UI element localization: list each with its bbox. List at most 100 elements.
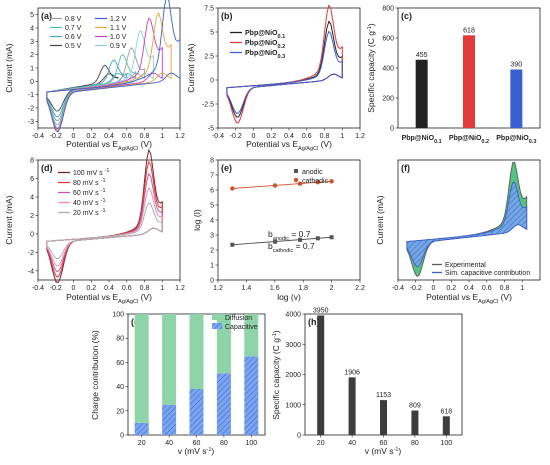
y-tick-label: -3 bbox=[28, 119, 34, 126]
data-point bbox=[230, 242, 235, 247]
legend-label: 40 mV s -1 bbox=[73, 198, 106, 207]
bar bbox=[348, 377, 356, 435]
y-tick-label: 0 bbox=[30, 231, 34, 238]
y-tick-label: 400 bbox=[382, 66, 394, 73]
x-axis-label-part: Potential vs E bbox=[426, 292, 478, 302]
data-point bbox=[329, 235, 334, 240]
y-tick-label: 4 bbox=[30, 194, 34, 201]
bar-diffusion bbox=[189, 314, 204, 390]
x-tick-label: 1 bbox=[160, 133, 164, 140]
x-tick-label: 1.4 bbox=[242, 285, 252, 292]
y-tick-label: 3000 bbox=[285, 342, 301, 349]
x-tick-label: 0 bbox=[432, 285, 436, 292]
x-tick-label: 0.4 bbox=[104, 133, 114, 140]
x-tick-label: 0 bbox=[72, 133, 76, 140]
x-tick-label-part: Pbp@NiO bbox=[496, 135, 529, 142]
y-tick-label: 5 bbox=[30, 12, 34, 19]
bar-diffusion bbox=[216, 314, 231, 374]
y-tick-label: 80 bbox=[116, 336, 124, 343]
y-axis-label-part: Specific capacity (C g bbox=[366, 31, 376, 113]
x-axis-label: v (mV s-1) bbox=[178, 446, 215, 456]
annotation-part: cathodic bbox=[273, 248, 294, 254]
x-tick-label-part: 0.2 bbox=[481, 139, 489, 145]
legend-label-part: -1 bbox=[105, 168, 110, 174]
bar bbox=[415, 59, 428, 128]
annotation-part: b bbox=[268, 241, 273, 251]
data-label: 390 bbox=[510, 62, 522, 69]
y-tick-label: -2 bbox=[28, 250, 34, 257]
x-tick-label: 0 bbox=[72, 285, 76, 292]
bar bbox=[442, 416, 450, 435]
x-tick-label: 0.2 bbox=[86, 285, 96, 292]
x-tick-label: 0.2 bbox=[446, 285, 456, 292]
data-label: 618 bbox=[463, 27, 475, 34]
bar-capacitive bbox=[244, 356, 259, 435]
x-tick-label: 40 bbox=[165, 440, 173, 447]
y-tick-label: 1 bbox=[210, 263, 214, 270]
y-tick-label: 0 bbox=[390, 126, 394, 133]
x-tick-label: 0.6 bbox=[482, 285, 492, 292]
legend-swatch bbox=[212, 314, 222, 320]
panel-a: -0.4 -0.2 0 0.2 0.4 0.6 0.8 1 1.2 -3 -2 -1 0 1 2 3 4 5 (a)… bbox=[4, 0, 185, 152]
x-tick-label: 0 bbox=[252, 133, 256, 140]
annotation-part: anodic bbox=[273, 236, 289, 242]
bar bbox=[463, 35, 475, 128]
x-tick-label: Pbp@NiO0.3 bbox=[496, 135, 536, 145]
annotation-part: = 0.7 bbox=[289, 229, 311, 239]
legend-label: 0.6 V bbox=[65, 34, 82, 41]
x-tick-label: 0.4 bbox=[104, 285, 114, 292]
legend-label-part: 80 mV s bbox=[73, 180, 101, 187]
data-label: 455 bbox=[416, 52, 428, 59]
x-tick-label: 0.2 bbox=[266, 133, 276, 140]
data-label: 809 bbox=[409, 403, 421, 410]
y-axis-label: Current (mA) bbox=[186, 43, 196, 92]
x-tick-label: 0.8 bbox=[140, 285, 150, 292]
bar bbox=[380, 400, 387, 435]
x-tick-label: -0.4 bbox=[32, 133, 44, 140]
x-axis-label-part: (V) bbox=[318, 139, 332, 149]
legend-label: Pbp@NiO0.2 bbox=[245, 40, 285, 50]
y-tick-label: 5 bbox=[210, 30, 214, 37]
x-tick-label: 0.8 bbox=[140, 133, 150, 140]
legend-label: 100 mV s -1 bbox=[73, 168, 109, 177]
legend-label: 1.1 V bbox=[110, 25, 127, 32]
x-tick-label: 20 bbox=[138, 440, 146, 447]
x-tick-label: 0.8 bbox=[500, 285, 510, 292]
y-tick-label: 100 bbox=[112, 312, 124, 319]
annotation: banodic = 0.7 bbox=[268, 229, 311, 242]
data-point bbox=[315, 180, 321, 185]
y-tick-label: 1 bbox=[30, 66, 34, 73]
plot-frame bbox=[37, 159, 181, 281]
legend-label-part: -1 bbox=[101, 188, 106, 194]
fit-line bbox=[232, 236, 332, 246]
bar-capacitive bbox=[189, 389, 204, 435]
legend-swatch bbox=[294, 169, 298, 173]
x-axis-label-part: (V) bbox=[138, 139, 152, 149]
x-axis-label-part: Ag/AgCl bbox=[118, 299, 138, 305]
x-tick-label: 1.8 bbox=[298, 285, 308, 292]
y-axis-label-part: Specific capacity (C g bbox=[271, 338, 281, 420]
x-tick-label: -0.2 bbox=[410, 285, 422, 292]
y-axis-label: Specific capacity (C g-1) bbox=[271, 330, 281, 420]
x-tick-label-part: Pbp@NiO bbox=[402, 135, 435, 142]
x-tick-label: 2 bbox=[330, 285, 334, 292]
x-tick-label: 1 bbox=[520, 285, 524, 292]
series-line bbox=[46, 0, 181, 133]
bar bbox=[411, 410, 419, 435]
x-axis-label: Potential vs EAg/AgCl (V) bbox=[66, 292, 152, 305]
bar-capacitive bbox=[216, 373, 231, 435]
legend-label: 0.5 V bbox=[65, 43, 82, 50]
y-tick-label: 7 bbox=[210, 173, 214, 180]
annotation-part: b bbox=[268, 229, 273, 239]
panel-label: (c) bbox=[401, 11, 412, 21]
x-axis-label-part: Potential vs E bbox=[246, 139, 298, 149]
x-tick-label: 80 bbox=[411, 440, 419, 447]
series-line bbox=[226, 4, 343, 124]
data-point bbox=[298, 237, 303, 242]
annotation: bcathodic = 0.7 bbox=[268, 241, 315, 254]
y-tick-label: 800 bbox=[382, 6, 394, 13]
x-tick-label: 1.2 bbox=[213, 285, 223, 292]
data-label: 1906 bbox=[344, 369, 360, 376]
legend-label-part: 40 mV s bbox=[73, 200, 101, 207]
panel-label: (e) bbox=[221, 163, 232, 173]
